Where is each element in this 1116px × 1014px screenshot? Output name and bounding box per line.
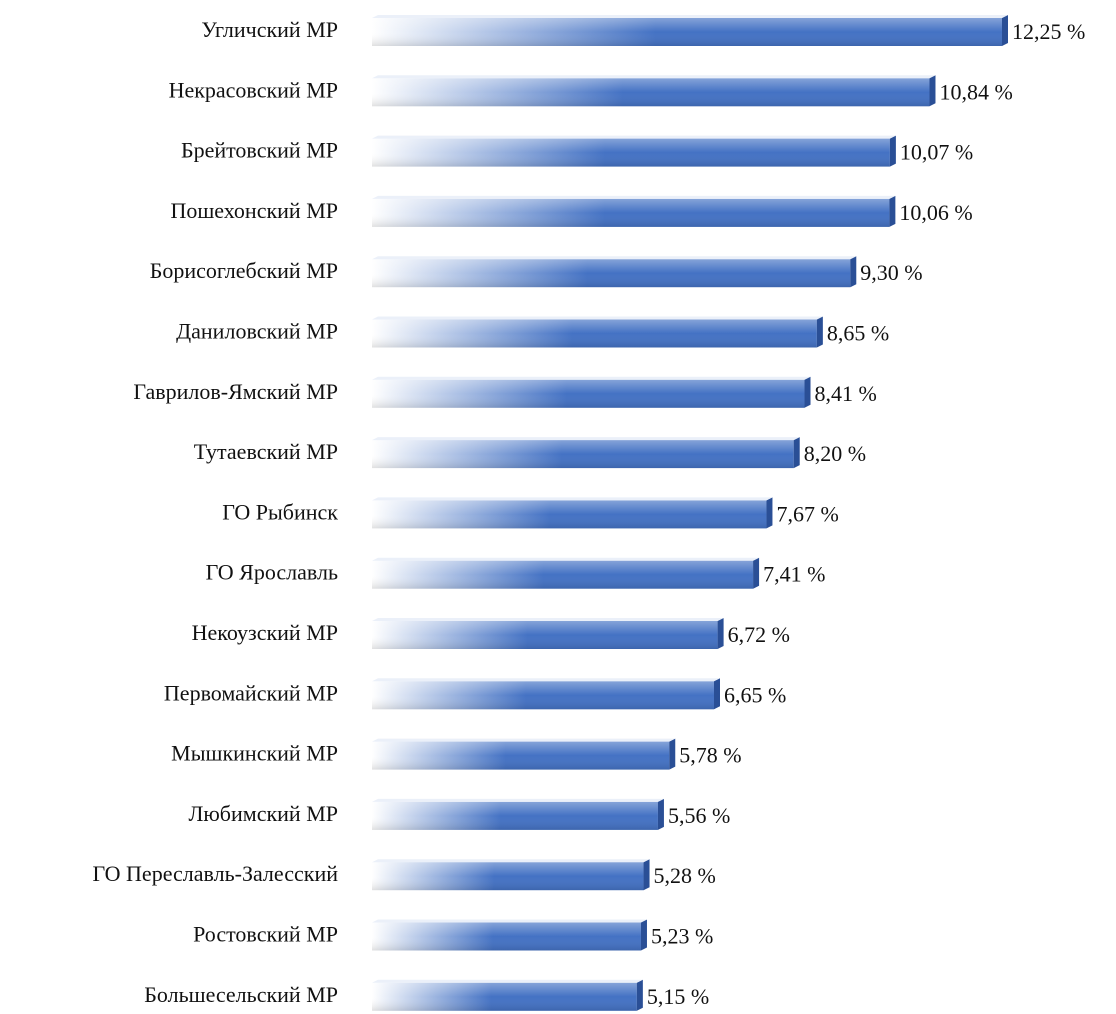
bar-shine [372, 922, 641, 951]
bar-shine [372, 621, 718, 649]
value-label: 6,65 % [724, 682, 786, 707]
category-label: Некрасовский МР [169, 77, 338, 102]
bar-shine [372, 500, 767, 529]
bar-shine [372, 560, 754, 589]
bar-top [372, 256, 857, 260]
bar-shine [372, 198, 890, 227]
bar-top [372, 15, 1008, 18]
bar-top [372, 618, 724, 621]
bar-top [372, 497, 773, 501]
value-label: 8,20 % [804, 441, 866, 466]
value-label: 9,30 % [860, 260, 922, 285]
bar-side [1002, 15, 1008, 46]
category-label: ГО Переславль-Залесский [92, 861, 338, 886]
category-label: Брейтовский МР [181, 138, 338, 163]
bar-top [372, 798, 664, 802]
bar-side [889, 135, 896, 167]
bar-shine [372, 78, 930, 107]
category-label: Большесельский МР [144, 982, 338, 1007]
value-label: 5,78 % [679, 743, 741, 768]
value-label: 5,56 % [668, 803, 730, 828]
category-label: Борисоглебский МР [150, 258, 338, 283]
category-label: Первомайский МР [164, 680, 338, 705]
value-label: 10,06 % [899, 200, 972, 225]
category-label: Мышкинский МР [171, 741, 338, 766]
value-label: 8,41 % [815, 381, 877, 406]
value-label: 5,15 % [647, 984, 709, 1009]
bar-shine [372, 801, 658, 830]
bar-side [643, 859, 650, 891]
bar-shine [372, 681, 714, 710]
bar-shine [372, 741, 670, 770]
value-label: 12,25 % [1012, 19, 1085, 44]
category-label: Тутаевский МР [194, 439, 338, 464]
bar-side [929, 75, 936, 107]
bar-top [372, 979, 643, 983]
category-label: Угличский МР [201, 17, 338, 42]
value-label: 10,07 % [900, 140, 973, 165]
category-label: Гаврилов-Ямский МР [133, 379, 338, 404]
bar-top [372, 135, 896, 139]
bar-shine [372, 138, 890, 167]
bar-shine [372, 862, 644, 891]
bar-side [657, 798, 664, 830]
bar-side [804, 376, 811, 408]
category-label: ГО Ярославль [206, 560, 338, 585]
bar-top [372, 316, 823, 320]
bar-shine [372, 982, 637, 1011]
bar-shine [372, 379, 805, 408]
value-label: 8,65 % [827, 321, 889, 346]
category-label: Некоузский МР [192, 620, 338, 645]
bar-side [816, 316, 823, 348]
bar-top [372, 376, 811, 380]
value-label: 7,67 % [776, 501, 838, 526]
bar-side [889, 195, 896, 227]
bar-shine [372, 259, 851, 288]
bar-side [766, 497, 773, 529]
bar-side [753, 557, 760, 589]
category-label: ГО Рыбинск [222, 499, 338, 524]
value-label: 7,41 % [763, 562, 825, 587]
category-label: Даниловский МР [176, 319, 338, 344]
bar-side [850, 256, 857, 288]
category-label: Пошехонский МР [170, 198, 338, 223]
bar-top [372, 678, 720, 682]
bar-side [714, 678, 720, 710]
bar-side [636, 979, 643, 1011]
bar-top [372, 195, 896, 199]
value-label: 5,23 % [651, 924, 713, 949]
bar-shine [372, 319, 817, 348]
bar-top [372, 437, 800, 441]
bar-side [669, 738, 676, 770]
value-label: 10,84 % [939, 79, 1012, 104]
bar-side [640, 919, 647, 951]
category-label: Любимский МР [188, 801, 338, 826]
bar-shine [372, 440, 794, 469]
bar-top [372, 75, 936, 79]
bar-top [372, 738, 676, 742]
value-label: 5,28 % [654, 863, 716, 888]
value-label: 6,72 % [728, 622, 790, 647]
bar-top [372, 859, 650, 863]
bar-shine [372, 18, 1002, 46]
category-label: Ростовский МР [193, 922, 338, 947]
bar-top [372, 919, 647, 923]
bar-side [717, 618, 724, 649]
bar-top [372, 557, 760, 561]
bar-side [793, 437, 800, 469]
